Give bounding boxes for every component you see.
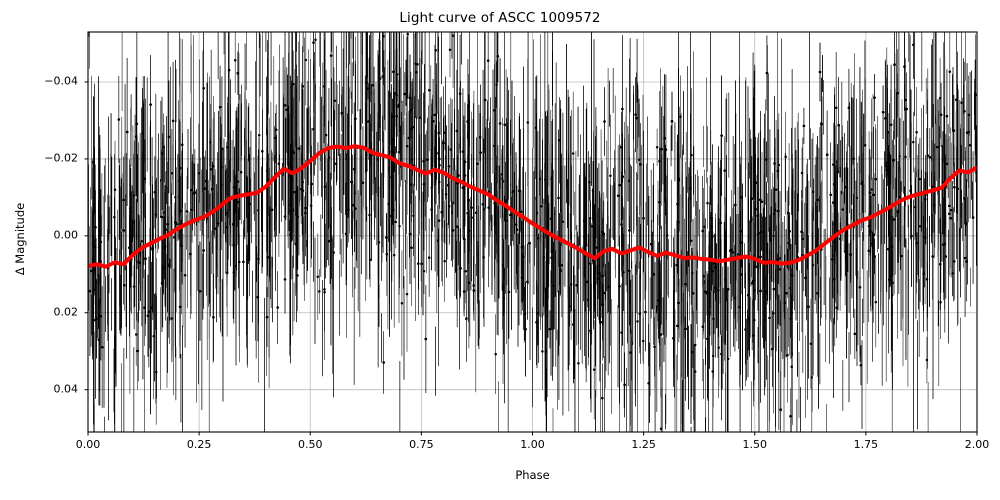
x-tick-label: 0.00 <box>75 438 101 451</box>
binned-mean-curve <box>88 144 977 269</box>
y-tick-label: −0.02 <box>44 151 78 165</box>
x-tick-label: 1.75 <box>853 438 879 451</box>
page-title: Light curve of ASCC 1009572 <box>399 10 601 26</box>
x-tick-label: 2.00 <box>964 438 990 451</box>
x-tick-label: 0.25 <box>186 438 212 451</box>
x-axis-label: Phase <box>515 468 550 482</box>
y-tick-label: 0.02 <box>53 305 79 319</box>
x-tick-label: 0.50 <box>298 438 323 451</box>
x-tick-label: 1.00 <box>520 438 545 451</box>
tick-marks <box>84 81 978 436</box>
scatter-data-layer <box>88 32 977 432</box>
y-tick-label: 0.04 <box>53 382 79 396</box>
y-tick-label: −0.04 <box>44 74 78 88</box>
x-tick-label: 1.50 <box>742 438 768 451</box>
y-tick-label: 0.00 <box>53 228 79 242</box>
x-tick-label: 1.25 <box>631 438 656 451</box>
x-tick-label: 0.75 <box>409 438 434 451</box>
